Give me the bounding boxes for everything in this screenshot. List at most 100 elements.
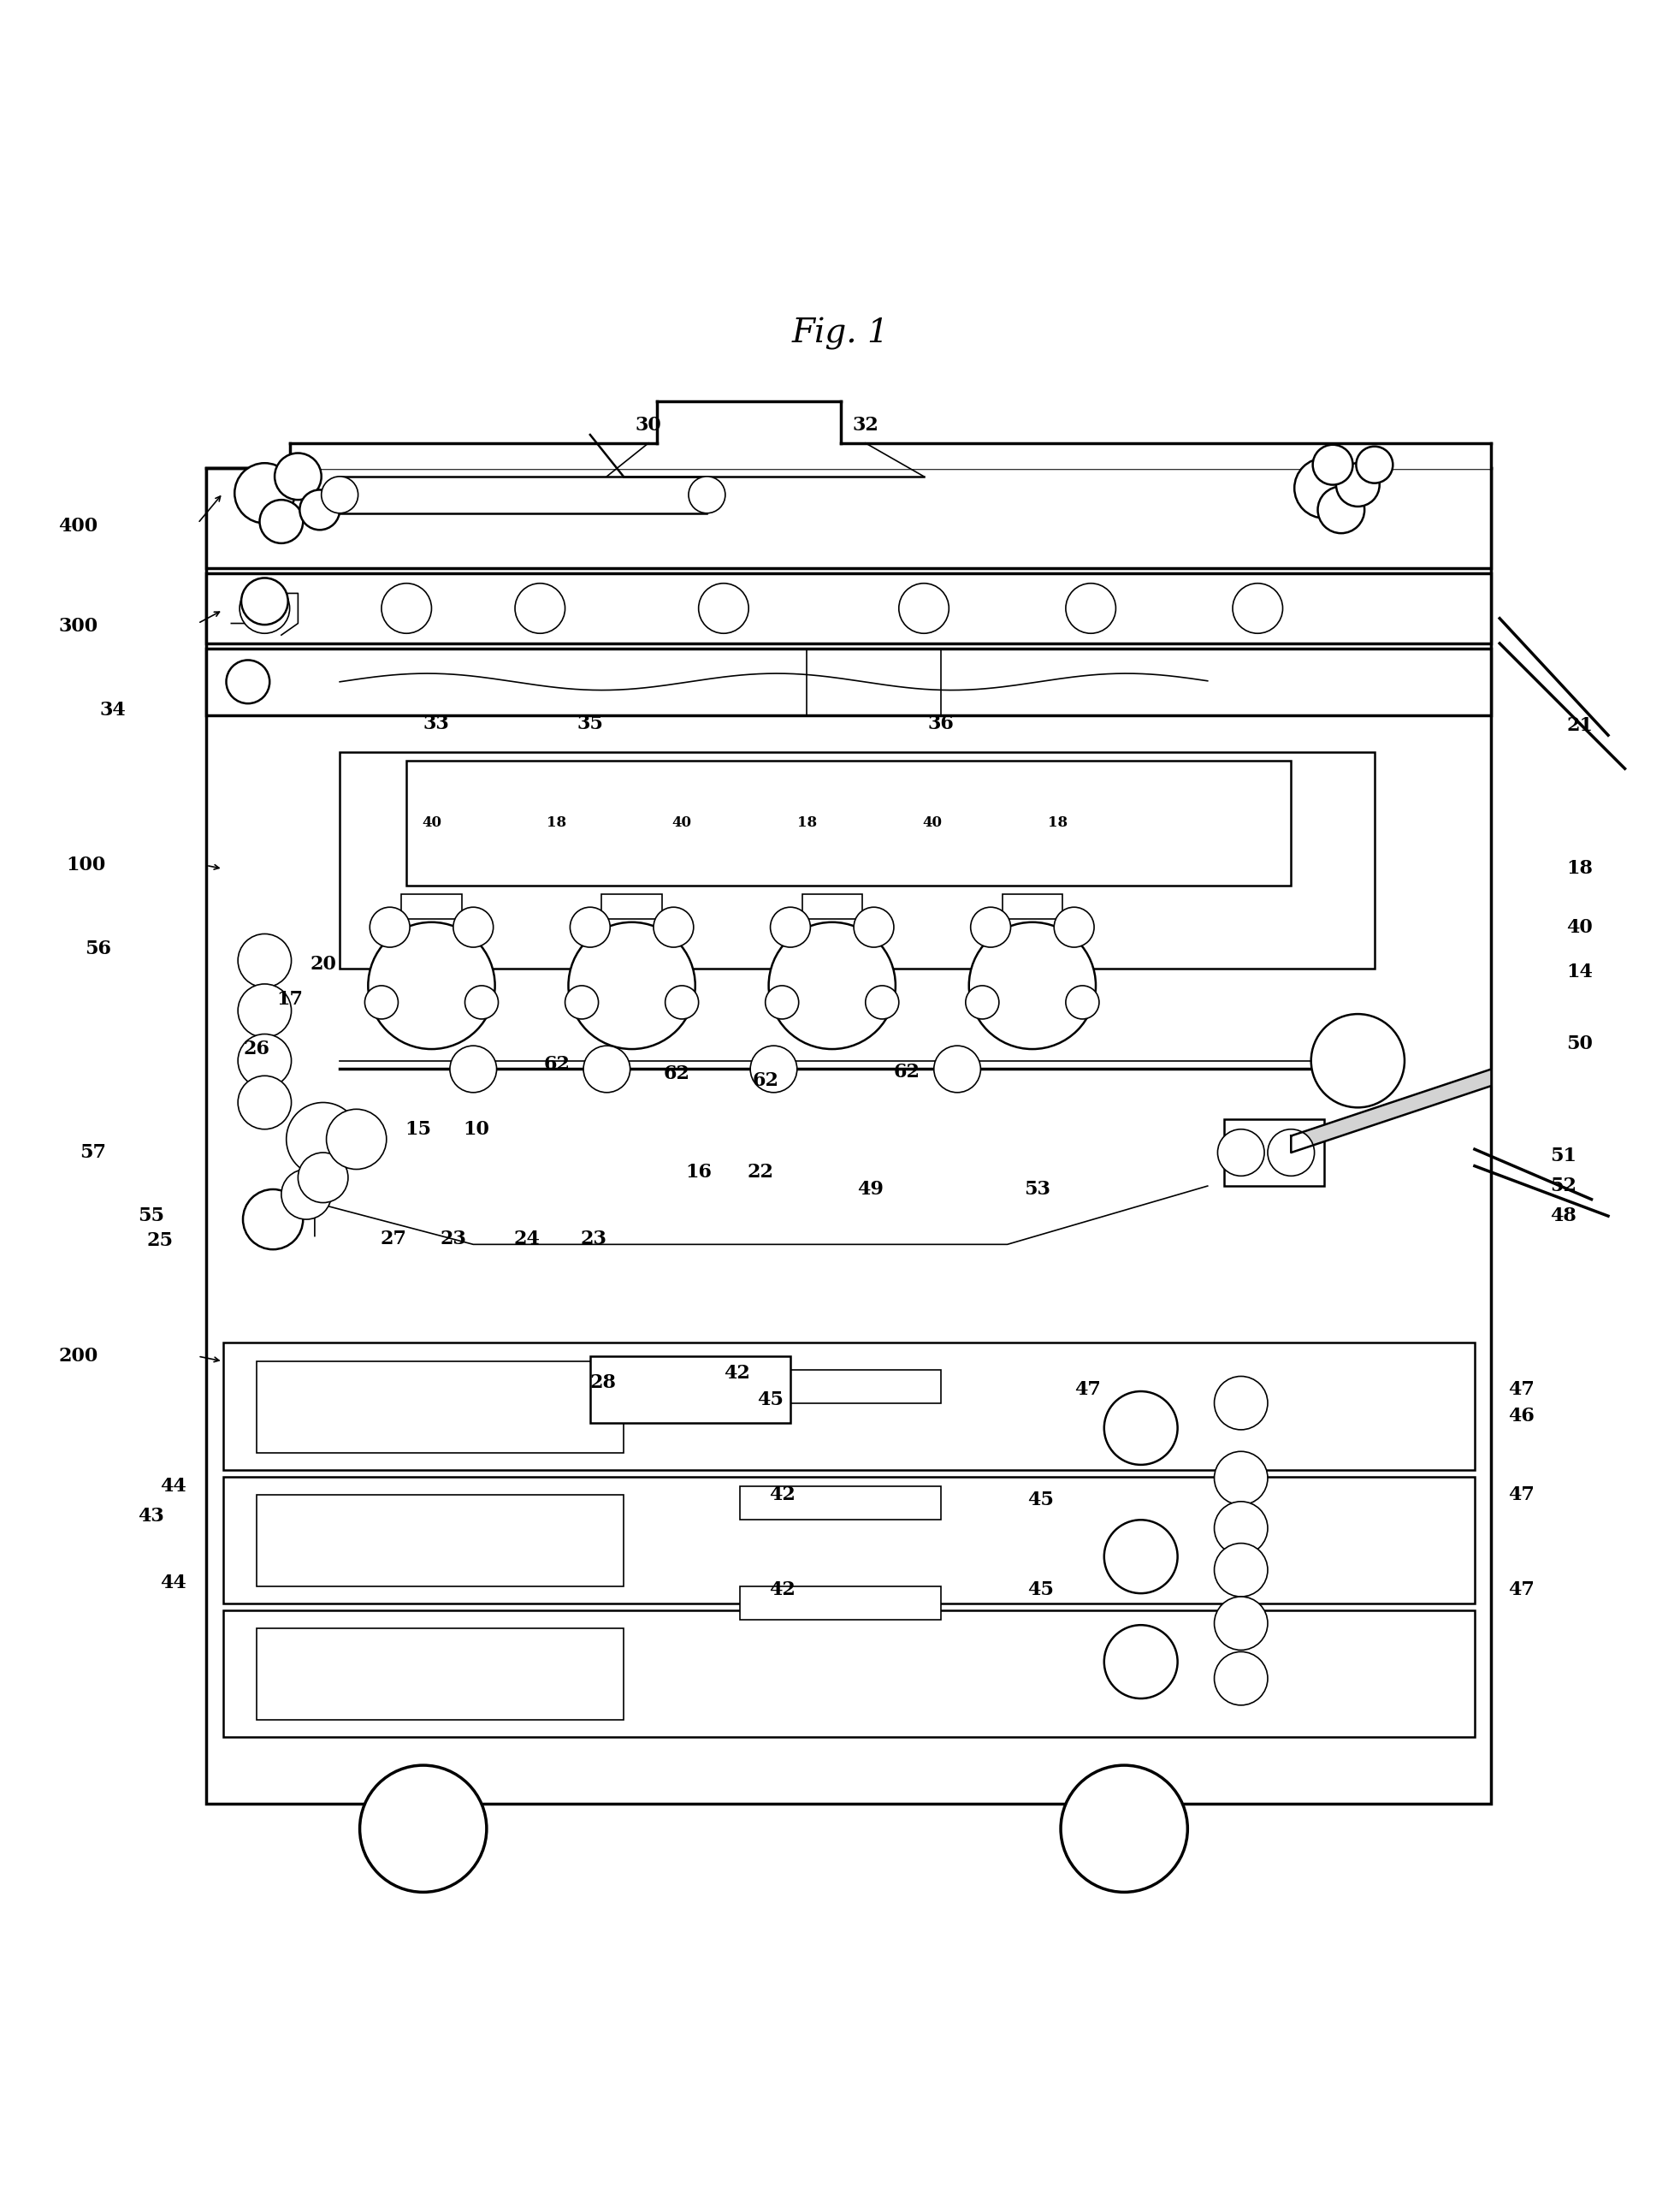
Bar	[207, 467, 1490, 569]
Circle shape	[1356, 445, 1393, 483]
Circle shape	[321, 476, 358, 514]
Circle shape	[769, 906, 810, 948]
Circle shape	[1312, 445, 1352, 485]
Circle shape	[514, 584, 564, 633]
Text: 28: 28	[590, 1374, 617, 1391]
Text: 100: 100	[67, 856, 106, 875]
Text: 62: 62	[543, 1054, 570, 1074]
Circle shape	[1065, 584, 1116, 633]
Text: 22: 22	[746, 1164, 773, 1182]
Circle shape	[239, 935, 291, 988]
Bar	[739, 1486, 941, 1519]
Circle shape	[242, 578, 287, 624]
Text: 34: 34	[99, 701, 126, 719]
Circle shape	[454, 906, 492, 948]
Circle shape	[239, 983, 291, 1036]
Circle shape	[274, 452, 321, 501]
Bar	[407, 761, 1290, 886]
Circle shape	[240, 584, 289, 633]
Text: 17: 17	[276, 990, 302, 1008]
Text: 44: 44	[160, 1574, 186, 1592]
Text: 47: 47	[1074, 1380, 1100, 1398]
Circle shape	[749, 1045, 796, 1091]
Circle shape	[299, 490, 339, 529]
Bar	[255, 1495, 623, 1588]
Text: 40: 40	[422, 816, 442, 829]
Bar	[223, 1610, 1473, 1738]
Bar	[801, 893, 862, 919]
Circle shape	[360, 1766, 486, 1892]
Circle shape	[281, 1169, 331, 1219]
Circle shape	[1213, 1376, 1267, 1429]
Circle shape	[1336, 463, 1379, 507]
Bar	[255, 1627, 623, 1720]
Text: 45: 45	[756, 1389, 783, 1409]
Text: 24: 24	[512, 1230, 539, 1248]
Bar	[739, 1369, 941, 1402]
Text: 200: 200	[59, 1347, 97, 1365]
Bar	[207, 573, 1490, 644]
Circle shape	[368, 922, 494, 1050]
Circle shape	[865, 986, 899, 1019]
Circle shape	[564, 986, 598, 1019]
Text: 49: 49	[857, 1180, 884, 1200]
Text: 62: 62	[664, 1065, 690, 1083]
Circle shape	[365, 986, 398, 1019]
Circle shape	[381, 584, 432, 633]
Circle shape	[583, 1045, 630, 1091]
Text: 57: 57	[79, 1142, 106, 1162]
Bar	[601, 893, 662, 919]
Text: 26: 26	[244, 1041, 269, 1058]
Polygon shape	[1290, 1069, 1490, 1153]
Text: 46: 46	[1507, 1407, 1534, 1427]
Circle shape	[853, 906, 894, 948]
Bar	[1001, 893, 1062, 919]
Circle shape	[1213, 1502, 1267, 1555]
Text: 33: 33	[423, 714, 450, 732]
Circle shape	[259, 501, 302, 542]
Text: 40: 40	[672, 816, 692, 829]
Circle shape	[227, 659, 269, 703]
Bar	[207, 648, 1490, 714]
Text: 52: 52	[1549, 1177, 1576, 1195]
Text: 48: 48	[1549, 1206, 1576, 1226]
Circle shape	[689, 476, 724, 514]
Circle shape	[568, 922, 696, 1050]
Circle shape	[570, 906, 610, 948]
Circle shape	[244, 1188, 302, 1250]
Circle shape	[450, 1045, 496, 1091]
Text: 45: 45	[1026, 1581, 1053, 1599]
Text: 23: 23	[440, 1230, 465, 1248]
Text: 18: 18	[1566, 860, 1593, 878]
Text: 35: 35	[576, 714, 603, 732]
Bar	[590, 1356, 790, 1422]
Circle shape	[1231, 584, 1282, 633]
Bar	[223, 1477, 1473, 1603]
Circle shape	[1104, 1625, 1178, 1698]
Circle shape	[370, 906, 410, 948]
Circle shape	[969, 906, 1010, 948]
Bar	[255, 1360, 623, 1453]
Circle shape	[1213, 1596, 1267, 1649]
Circle shape	[1213, 1652, 1267, 1704]
Text: 62: 62	[894, 1063, 921, 1083]
Circle shape	[297, 1153, 348, 1202]
Text: 47: 47	[1507, 1380, 1534, 1398]
Bar	[739, 1588, 941, 1621]
Text: 53: 53	[1023, 1180, 1050, 1200]
Text: 56: 56	[84, 939, 111, 959]
Text: 18: 18	[546, 816, 566, 829]
Circle shape	[1317, 487, 1364, 534]
Circle shape	[1065, 986, 1099, 1019]
Circle shape	[1213, 1451, 1267, 1504]
Text: 30: 30	[635, 417, 662, 434]
Circle shape	[286, 1102, 360, 1175]
Text: 55: 55	[138, 1206, 165, 1226]
Circle shape	[235, 463, 294, 523]
Circle shape	[1104, 1519, 1178, 1594]
Text: 32: 32	[852, 417, 879, 434]
Text: 300: 300	[59, 617, 97, 635]
Text: 27: 27	[380, 1230, 407, 1248]
Polygon shape	[207, 401, 1490, 467]
Text: 42: 42	[768, 1581, 795, 1599]
